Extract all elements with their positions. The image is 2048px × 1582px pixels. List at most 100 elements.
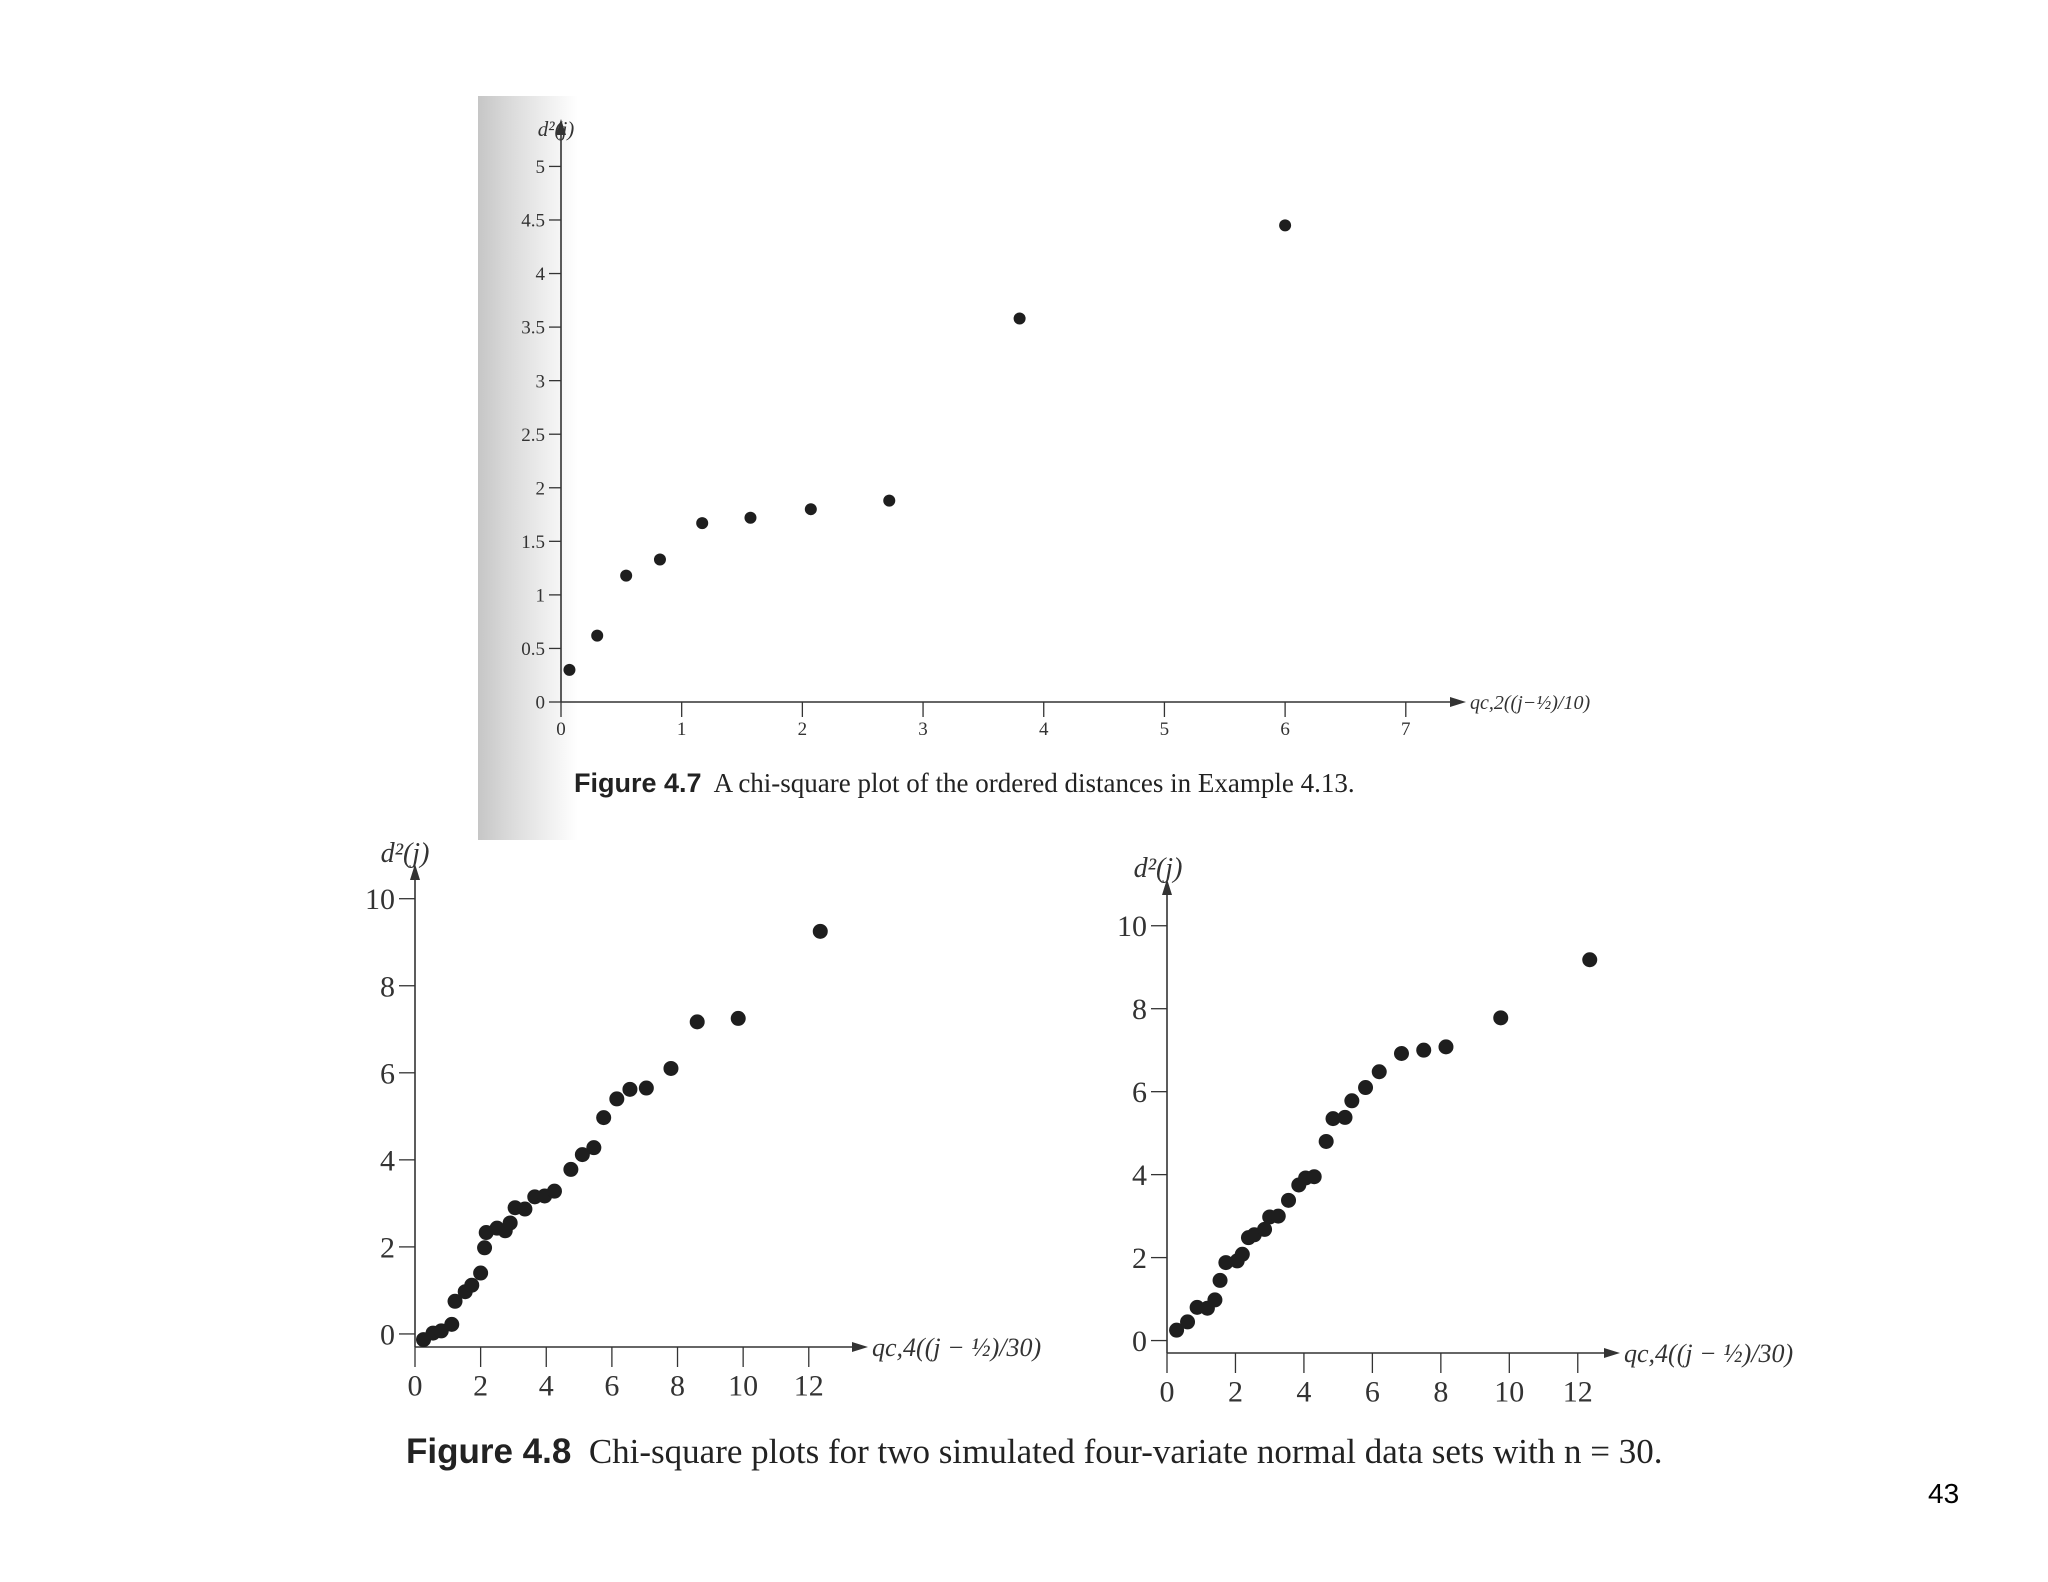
fig47-y-tick-label: 2 (536, 478, 546, 499)
fig48-right-point (1169, 1322, 1185, 1338)
fig48-left-point (473, 1265, 489, 1281)
fig48-left-point (464, 1277, 480, 1293)
fig48-right-y-tick-label: 6 (1132, 1076, 1147, 1109)
fig48-left-y-tick-label: 8 (380, 970, 395, 1003)
fig48-left-x-tick-label: 10 (728, 1370, 758, 1403)
fig48-right-x-arrow (1604, 1348, 1620, 1358)
fig47-x-tick-label: 0 (556, 719, 566, 740)
fig48-right-y-arrow (1162, 879, 1172, 895)
fig48-right-x-tick-label: 2 (1228, 1376, 1243, 1409)
fig48-right-y-tick-label: 4 (1132, 1159, 1147, 1192)
fig48-left-point (574, 1147, 590, 1163)
fig48-left-point (546, 1183, 562, 1199)
page-number: 43 (1928, 1478, 1960, 1509)
fig48-left-point (517, 1201, 533, 1217)
figure-4-7-text: A chi-square plot of the ordered distanc… (713, 768, 1355, 798)
fig48-left-y-arrow (410, 864, 420, 880)
fig47-point (1279, 219, 1292, 232)
fig47-plot: 0 1 2 3 4 5 6 7 0 0.5 1 1.5 2 2.5 3 3.5 4 4.5 5 d²(j) qc,2((… (521, 117, 1590, 740)
fig48-left-point (444, 1316, 460, 1332)
fig48-left-y-tick-label: 4 (380, 1144, 395, 1177)
fig48-right-point (1306, 1169, 1322, 1185)
fig48-right-point (1344, 1093, 1360, 1109)
fig47-x-tick-label: 5 (1160, 719, 1170, 740)
fig47-y-tick-label: 3 (536, 371, 546, 392)
fig48-right-point (1180, 1314, 1196, 1330)
fig48-right-point (1234, 1246, 1250, 1262)
fig48-right-point (1281, 1192, 1297, 1208)
fig48-right-plot: 0 2 4 6 8 10 12 0 2 4 6 8 10 d²(j) qc,4((j − ½)/30) (1117, 853, 1793, 1409)
fig47-x-tick-label: 4 (1039, 719, 1049, 740)
fig47-x-axis-label: qc,2((j−½)/10) (1470, 692, 1590, 714)
fig48-right-point (1371, 1064, 1387, 1080)
fig47-y-tick-label: 3.5 (521, 318, 545, 339)
fig48-left-x-axis-label: qc,4((j − ½)/30) (872, 1333, 1041, 1362)
fig47-point (696, 517, 709, 530)
fig47-point (1013, 312, 1026, 325)
fig47-y-tick-label: 0.5 (521, 639, 545, 660)
fig48-right-point (1257, 1221, 1273, 1237)
fig47-point (620, 569, 633, 582)
fig48-right-x-tick-label: 6 (1365, 1376, 1380, 1409)
fig48-left-x-tick-label: 0 (408, 1370, 423, 1403)
fig47-point (883, 494, 896, 507)
fig47-point (653, 553, 666, 566)
figure-4-8-label: Figure 4.8 (406, 1432, 572, 1471)
fig48-left-point (730, 1010, 746, 1026)
fig47-y-tick-label: 1 (536, 586, 546, 607)
fig47-x-tick-label: 7 (1401, 719, 1411, 740)
fig48-right-point (1493, 1010, 1509, 1026)
fig48-left-y-tick-label: 2 (380, 1231, 395, 1264)
fig47-point (744, 511, 757, 524)
fig48-left-point (812, 923, 828, 939)
fig47-y-tick-label: 4 (536, 264, 546, 285)
fig48-left-x-tick-label: 2 (473, 1370, 488, 1403)
fig48-left-point (663, 1060, 679, 1076)
fig48-right-y-tick-label: 10 (1117, 910, 1147, 943)
fig47-y-arrow (556, 119, 566, 135)
fig48-left-point (477, 1240, 493, 1256)
fig47-y-tick-label: 5 (536, 157, 546, 178)
fig48-left-y-tick-label: 0 (380, 1318, 395, 1351)
fig48-right-x-axis-label: qc,4((j − ½)/30) (1624, 1339, 1793, 1368)
fig47-point (591, 629, 604, 642)
fig48-right-y-tick-label: 0 (1132, 1325, 1147, 1358)
fig48-right-x-tick-label: 8 (1433, 1376, 1448, 1409)
fig48-right-point (1218, 1255, 1234, 1271)
fig48-left-x-tick-label: 12 (794, 1370, 824, 1403)
fig48-right-point (1212, 1272, 1228, 1288)
fig48-right-point (1318, 1133, 1334, 1149)
fig47-point (804, 503, 817, 516)
fig47-x-tick-label: 6 (1280, 719, 1290, 740)
fig48-left-y-tick-label: 6 (380, 1057, 395, 1090)
fig48-right-x-tick-label: 12 (1563, 1376, 1593, 1409)
fig48-right-point (1207, 1292, 1223, 1308)
fig48-right-point (1337, 1109, 1353, 1125)
fig48-right-point (1270, 1208, 1286, 1224)
fig48-left-point (638, 1080, 654, 1096)
fig48-right-y-axis-label: d²(j) (1134, 853, 1183, 884)
fig48-left-point (609, 1091, 625, 1107)
fig48-left-x-tick-label: 4 (539, 1370, 554, 1403)
fig48-left-point (586, 1140, 602, 1156)
fig48-right-y-tick-label: 8 (1132, 993, 1147, 1026)
fig47-x-arrow (1450, 697, 1466, 707)
fig48-left-point (689, 1014, 705, 1030)
fig47-x-tick-label: 3 (918, 719, 928, 740)
figure-4-8-text: Chi-square plots for two simulated four-… (588, 1432, 1663, 1471)
fig48-left-point (622, 1081, 638, 1097)
fig48-left-point (502, 1215, 518, 1231)
fig48-right-y-tick-label: 2 (1132, 1242, 1147, 1275)
fig47-y-tick-label: 2.5 (521, 425, 545, 446)
figure-4-7-caption: Figure 4.7 A chi-square plot of the orde… (574, 768, 1355, 799)
fig48-right-point (1582, 952, 1598, 968)
fig48-right-point (1325, 1111, 1341, 1127)
figure-4-8-caption: Figure 4.8 Chi-square plots for two simu… (406, 1432, 1662, 1472)
fig47-y-tick-label: 1.5 (521, 532, 545, 553)
fig48-right-x-tick-label: 4 (1296, 1376, 1311, 1409)
fig48-left-point (563, 1161, 579, 1177)
fig48-left-plot: 0 2 4 6 8 10 12 0 2 4 6 8 10 d²(j) qc,4((j − ½)/30) (365, 838, 1041, 1403)
figure-4-7-label: Figure 4.7 (574, 768, 702, 798)
fig48-left-x-tick-label: 6 (604, 1370, 619, 1403)
